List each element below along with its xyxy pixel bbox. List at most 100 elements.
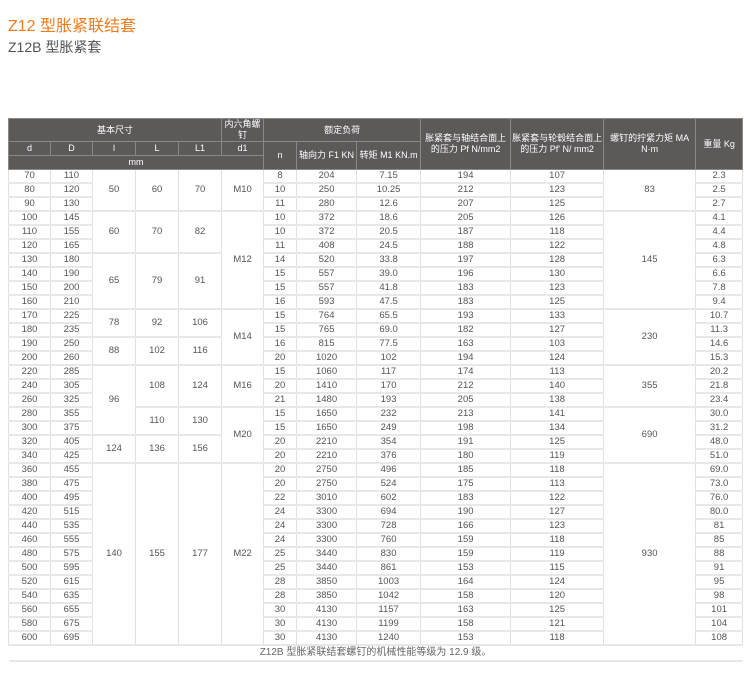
cell-weight: 81 <box>695 518 744 534</box>
table-row: 400 495 22 3010 602 183 122 76.0 <box>8 490 744 506</box>
table-row: 380 475 20 2750 524 175 113 73.0 <box>8 476 744 492</box>
cell-D: 260 <box>50 350 93 366</box>
cell-d: 600 <box>8 630 51 646</box>
header-D: D <box>50 141 93 156</box>
cell-axial-force: 2210 <box>296 434 358 450</box>
cell-n: 16 <box>263 336 298 352</box>
table-row: 260 325 21 1480 193 205 138 23.4 <box>8 392 744 408</box>
cell-d: 500 <box>8 560 51 576</box>
cell-torque: 376 <box>356 448 422 464</box>
cell-axial-force: 4130 <box>296 630 358 646</box>
cell-d: 160 <box>8 294 51 310</box>
cell-n: 24 <box>263 504 298 520</box>
table-row: 320 405 124 136 156 20 2210 354 191 125 48.0 <box>8 434 744 464</box>
header-hex-bolt: 内六角螺钉 <box>221 118 265 142</box>
cell-hub-pressure: 103 <box>510 336 605 352</box>
table-row: 120 165 11 408 24.5 188 122 4.8 <box>8 238 744 254</box>
cell-d: 120 <box>8 238 51 254</box>
table-row: 360 455 140 155 177 M22 20 2750 496 185 118 930 69.0 <box>8 462 744 646</box>
cell-D: 555 <box>50 532 93 548</box>
cell-shaft-pressure: 213 <box>420 406 512 422</box>
cell-n: 24 <box>263 532 298 548</box>
header-d: d <box>8 141 51 156</box>
cell-shaft-pressure: 182 <box>420 322 512 338</box>
cell-shaft-pressure: 190 <box>420 504 512 520</box>
cell-d: 240 <box>8 378 51 394</box>
cell-shaft-pressure: 212 <box>420 182 512 198</box>
cell-n: 11 <box>263 238 298 254</box>
cell-d: 220 <box>8 364 51 380</box>
cell-d: 520 <box>8 574 51 590</box>
cell-n: 25 <box>263 560 298 576</box>
cell-weight: 21.8 <box>695 378 744 394</box>
cell-weight: 101 <box>695 602 744 618</box>
cell-torque: 39.0 <box>356 266 422 282</box>
cell-D: 455 <box>50 462 93 478</box>
cell-tightening-torque: 930 <box>603 462 697 646</box>
cell-L1: 106 <box>177 308 223 338</box>
cell-d: 70 <box>8 169 51 184</box>
cell-weight: 7.8 <box>695 280 744 296</box>
cell-hub-pressure: 118 <box>510 630 605 646</box>
cell-torque: 41.8 <box>356 280 422 296</box>
cell-torque: 602 <box>356 490 422 506</box>
cell-d: 80 <box>8 182 51 198</box>
cell-torque: 117 <box>356 364 422 380</box>
cell-hub-pressure: 119 <box>510 546 605 562</box>
table-row: 200 260 20 1020 102 194 124 15.3 <box>8 350 744 366</box>
cell-torque: 232 <box>356 406 422 422</box>
cell-tightening-torque: 690 <box>603 406 697 464</box>
cell-torque: 1003 <box>356 574 422 590</box>
cell-shaft-pressure: 197 <box>420 252 512 268</box>
header-shaft-pressure: 胀紧套与轴结合面上的压力 Pf N/mm2 <box>420 118 512 170</box>
cell-d: 300 <box>8 420 51 436</box>
cell-d1: M12 <box>221 210 265 310</box>
cell-weight: 76.0 <box>695 490 744 506</box>
cell-hub-pressure: 138 <box>510 392 605 408</box>
header-n: n <box>263 141 298 170</box>
cell-hub-pressure: 130 <box>510 266 605 282</box>
cell-torque: 861 <box>356 560 422 576</box>
cell-weight: 6.6 <box>695 266 744 282</box>
cell-d: 380 <box>8 476 51 492</box>
cell-hub-pressure: 124 <box>510 350 605 366</box>
cell-d: 480 <box>8 546 51 562</box>
page-title: Z12 型胀紧联结套 <box>8 18 137 35</box>
cell-shaft-pressure: 198 <box>420 420 512 436</box>
cell-axial-force: 764 <box>296 308 358 324</box>
cell-l: 65 <box>92 252 136 310</box>
table-row: 150 200 15 557 41.8 183 123 7.8 <box>8 280 744 296</box>
cell-weight: 9.4 <box>695 294 744 310</box>
cell-n: 10 <box>263 182 298 198</box>
cell-L: 110 <box>135 406 179 436</box>
cell-D: 145 <box>50 210 93 226</box>
table-row: 540 635 28 3850 1042 158 120 98 <box>8 588 744 604</box>
cell-shaft-pressure: 207 <box>420 196 512 212</box>
cell-l: 96 <box>92 364 136 436</box>
cell-n: 22 <box>263 490 298 506</box>
cell-D: 235 <box>50 322 93 338</box>
cell-hub-pressure: 125 <box>510 196 605 212</box>
cell-axial-force: 280 <box>296 196 358 212</box>
cell-torque: 524 <box>356 476 422 492</box>
cell-weight: 4.1 <box>695 210 744 226</box>
cell-D: 425 <box>50 448 93 464</box>
cell-D: 130 <box>50 196 93 212</box>
cell-L1: 70 <box>177 169 223 212</box>
cell-torque: 760 <box>356 532 422 548</box>
cell-shaft-pressure: 212 <box>420 378 512 394</box>
cell-d: 180 <box>8 322 51 338</box>
cell-axial-force: 765 <box>296 322 358 338</box>
footnote: Z12B 型胀紧联结套螺钉的机械性能等级为 12.9 级。 <box>8 645 743 662</box>
cell-axial-force: 3850 <box>296 588 358 604</box>
cell-D: 495 <box>50 490 93 506</box>
cell-n: 30 <box>263 602 298 618</box>
cell-weight: 4.4 <box>695 224 744 240</box>
cell-n: 28 <box>263 574 298 590</box>
cell-shaft-pressure: 174 <box>420 364 512 380</box>
cell-torque: 354 <box>356 434 422 450</box>
cell-torque: 20.5 <box>356 224 422 240</box>
cell-axial-force: 557 <box>296 266 358 282</box>
table-row: 480 575 25 3440 830 159 119 88 <box>8 546 744 562</box>
cell-hub-pressure: 126 <box>510 210 605 226</box>
